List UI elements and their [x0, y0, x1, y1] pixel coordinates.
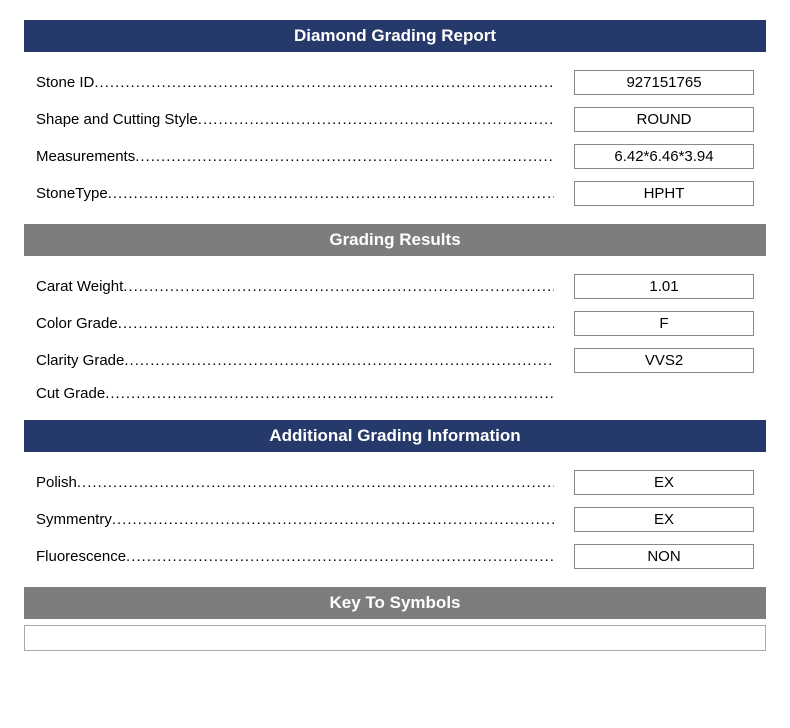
- label-measurements: Measurements: [36, 148, 554, 165]
- label-text: Cut Grade: [36, 385, 105, 402]
- label-text: Symmentry: [36, 511, 112, 528]
- section-header-additional: Additional Grading Information: [24, 420, 766, 452]
- label-shape: Shape and Cutting Style: [36, 111, 554, 128]
- value-stone-id: 927151765: [574, 70, 754, 95]
- value-clarity: VVS2: [574, 348, 754, 373]
- label-polish: Polish: [36, 474, 554, 491]
- symbols-box: [24, 625, 766, 651]
- section-header-symbols: Key To Symbols: [24, 587, 766, 619]
- label-symmetry: Symmentry: [36, 511, 554, 528]
- row-symmetry: Symmentry EX: [36, 507, 754, 532]
- row-carat: Carat Weight 1.01: [36, 274, 754, 299]
- section-main: Stone ID 927151765 Shape and Cutting Sty…: [24, 70, 766, 206]
- value-symmetry: EX: [574, 507, 754, 532]
- value-shape: ROUND: [574, 107, 754, 132]
- value-stonetype: HPHT: [574, 181, 754, 206]
- row-cut: Cut Grade: [36, 385, 754, 402]
- label-clarity: Clarity Grade: [36, 352, 554, 369]
- label-text: Fluorescence: [36, 548, 126, 565]
- row-measurements: Measurements 6.42*6.46*3.94: [36, 144, 754, 169]
- label-text: Clarity Grade: [36, 352, 124, 369]
- label-carat: Carat Weight: [36, 278, 554, 295]
- row-stonetype: StoneType HPHT: [36, 181, 754, 206]
- label-text: Polish: [36, 474, 77, 491]
- row-polish: Polish EX: [36, 470, 754, 495]
- label-text: Carat Weight: [36, 278, 123, 295]
- label-text: Shape and Cutting Style: [36, 111, 198, 128]
- value-color: F: [574, 311, 754, 336]
- label-color: Color Grade: [36, 315, 554, 332]
- label-text: Color Grade: [36, 315, 118, 332]
- value-measurements: 6.42*6.46*3.94: [574, 144, 754, 169]
- row-fluorescence: Fluorescence NON: [36, 544, 754, 569]
- label-cut: Cut Grade: [36, 385, 554, 402]
- value-carat: 1.01: [574, 274, 754, 299]
- label-fluorescence: Fluorescence: [36, 548, 554, 565]
- section-additional: Polish EX Symmentry EX Fluorescence NON: [24, 470, 766, 569]
- row-shape: Shape and Cutting Style ROUND: [36, 107, 754, 132]
- value-fluorescence: NON: [574, 544, 754, 569]
- label-text: Measurements: [36, 148, 135, 165]
- section-grading: Carat Weight 1.01 Color Grade F Clarity …: [24, 274, 766, 402]
- label-stone-id: Stone ID: [36, 74, 554, 91]
- row-stone-id: Stone ID 927151765: [36, 70, 754, 95]
- row-clarity: Clarity Grade VVS2: [36, 348, 754, 373]
- label-stonetype: StoneType: [36, 185, 554, 202]
- value-polish: EX: [574, 470, 754, 495]
- row-color: Color Grade F: [36, 311, 754, 336]
- label-text: Stone ID: [36, 74, 94, 91]
- label-text: StoneType: [36, 185, 108, 202]
- section-header-main: Diamond Grading Report: [24, 20, 766, 52]
- section-header-grading: Grading Results: [24, 224, 766, 256]
